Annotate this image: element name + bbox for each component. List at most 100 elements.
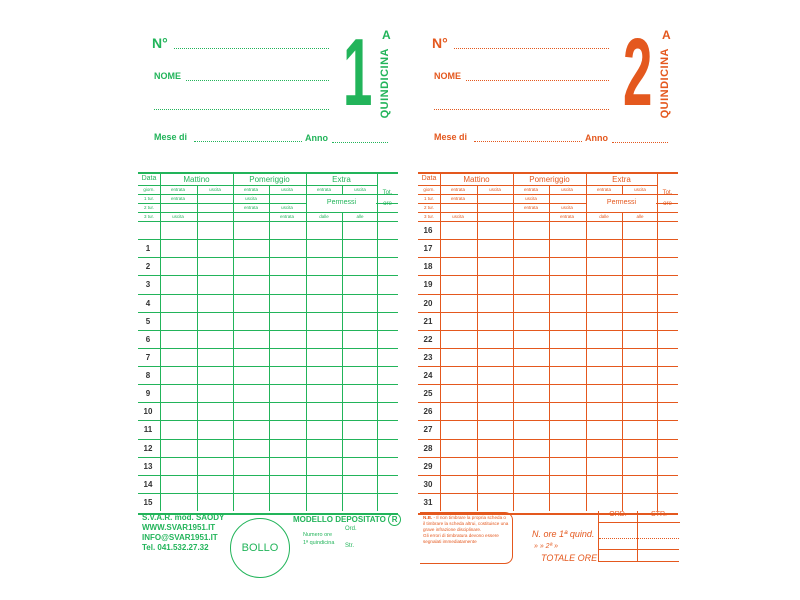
model-text: S.V.A.R. mod. SAODY — [142, 513, 225, 522]
table-rule — [138, 194, 398, 195]
row-tur1: 1 tur. — [423, 196, 434, 201]
row-giorn: giorn. — [423, 187, 435, 192]
day-number: 26 — [423, 407, 433, 417]
bollo-label: BOLLO — [241, 542, 279, 554]
table-column-rule — [440, 174, 441, 511]
hours-totals-box: ORD. STR. — [598, 511, 680, 562]
day-number: 10 — [143, 407, 153, 417]
year-label: Anno — [305, 133, 328, 143]
day-number: 2 — [145, 262, 151, 272]
time-card-second-half: N° NOME Mese di Anno 2 A QUINDICINA Data Mattino… — [418, 0, 680, 600]
sub-entrata: entrata — [170, 187, 185, 192]
day-number: 12 — [143, 443, 153, 453]
day-number: 16 — [423, 226, 433, 235]
totals-line — [599, 538, 679, 539]
row-tur1: 1 tur. — [143, 196, 154, 201]
permessi-label: Permessi — [606, 199, 637, 206]
table-row-rule — [138, 474, 398, 476]
day-number: 31 — [423, 497, 433, 507]
year-field[interactable] — [612, 142, 668, 143]
col-data: Data — [141, 175, 157, 182]
table-row-rule — [138, 311, 398, 313]
period-letter: A — [662, 28, 671, 42]
col-pomeriggio: Pomeriggio — [249, 175, 290, 184]
table-rule — [418, 212, 678, 213]
permessi-cell — [307, 195, 376, 212]
col-ore: ore — [383, 201, 392, 207]
name-field[interactable] — [466, 80, 609, 81]
permessi-dalle: dalle — [319, 214, 329, 219]
number-field[interactable] — [454, 48, 609, 49]
year-field[interactable] — [332, 142, 388, 143]
day-number: 13 — [143, 461, 153, 471]
table-row-rule — [418, 474, 678, 476]
table-rule — [418, 185, 657, 186]
number-label: N° — [432, 35, 448, 51]
phone-text: Tel. 041.532.27.32 — [142, 543, 209, 552]
table-column-rule — [160, 174, 161, 511]
name-field-2[interactable] — [434, 109, 609, 110]
day-number: 15 — [143, 497, 153, 507]
sub-uscita: uscita — [634, 187, 646, 192]
table-column-rule — [586, 174, 587, 511]
day-number: 27 — [423, 425, 433, 435]
table-row-rule — [138, 402, 398, 404]
sub-entrata: entrata — [316, 187, 331, 192]
permessi-dalle: dalle — [599, 214, 609, 219]
table-rule — [138, 212, 398, 213]
day-number: 3 — [145, 280, 151, 290]
website-text: WWW.SVAR1951.IT — [142, 523, 216, 532]
name-field[interactable] — [186, 80, 329, 81]
day-number: 4 — [145, 298, 151, 308]
col-ore: ore — [663, 201, 672, 207]
sub-entrata: entrata — [523, 187, 538, 192]
row-giorn: giorn. — [143, 187, 155, 192]
table-row-rule — [418, 257, 678, 259]
table-rule — [418, 194, 678, 195]
table-row-rule — [138, 492, 398, 494]
tur2-entrata: entrata — [243, 205, 258, 210]
quindicina-label: 1ª quindicina — [303, 540, 335, 546]
table-row-rule — [418, 239, 678, 241]
table-row-rule — [418, 275, 678, 277]
table-row-rule — [138, 456, 398, 458]
table-row-rule — [138, 438, 398, 440]
row-tur3: 3 tur. — [143, 214, 154, 219]
sub-entrata: entrata — [450, 187, 465, 192]
table-row-rule — [418, 329, 678, 331]
month-field[interactable] — [474, 141, 582, 142]
registered-icon: R — [388, 513, 402, 526]
table-row-rule — [138, 420, 398, 422]
permessi-cell — [587, 195, 656, 212]
sub-entrata: entrata — [596, 187, 611, 192]
row-tur2: 2 tur. — [423, 205, 434, 210]
tur2-uscita: uscita — [281, 205, 293, 210]
table-rule — [587, 194, 656, 195]
name-field-2[interactable] — [154, 109, 329, 110]
table-row-rule — [138, 239, 398, 241]
row-tur3: 3 tur. — [423, 214, 434, 219]
col-extra: Extra — [612, 175, 631, 184]
table-column-rule — [233, 174, 234, 511]
month-field[interactable] — [194, 141, 302, 142]
tur1-entrata: entrata — [170, 196, 185, 201]
table-rule — [307, 194, 376, 195]
number-field[interactable] — [174, 48, 329, 49]
day-number: 24 — [423, 371, 433, 380]
period-label: QUINDICINA — [659, 48, 671, 119]
sub-uscita: uscita — [209, 187, 221, 192]
nb-text-2: Gli errori di timbratura devono essere s… — [423, 533, 499, 544]
ord-label: Ord. — [345, 526, 357, 532]
sub-uscita: uscita — [354, 187, 366, 192]
table-row-rule — [138, 347, 398, 349]
year-label: Anno — [585, 133, 608, 143]
sub-uscita: uscita — [281, 187, 293, 192]
stamp-circle: BOLLO — [230, 518, 290, 578]
total-hours-label: TOTALE ORE — [541, 553, 598, 563]
day-number: 8 — [145, 371, 151, 380]
day-number: 7 — [145, 352, 151, 362]
permessi-alle: alle — [356, 214, 364, 219]
str-header: STR. — [637, 511, 680, 523]
month-label: Mese di — [154, 132, 188, 142]
permessi-alle: alle — [636, 214, 644, 219]
